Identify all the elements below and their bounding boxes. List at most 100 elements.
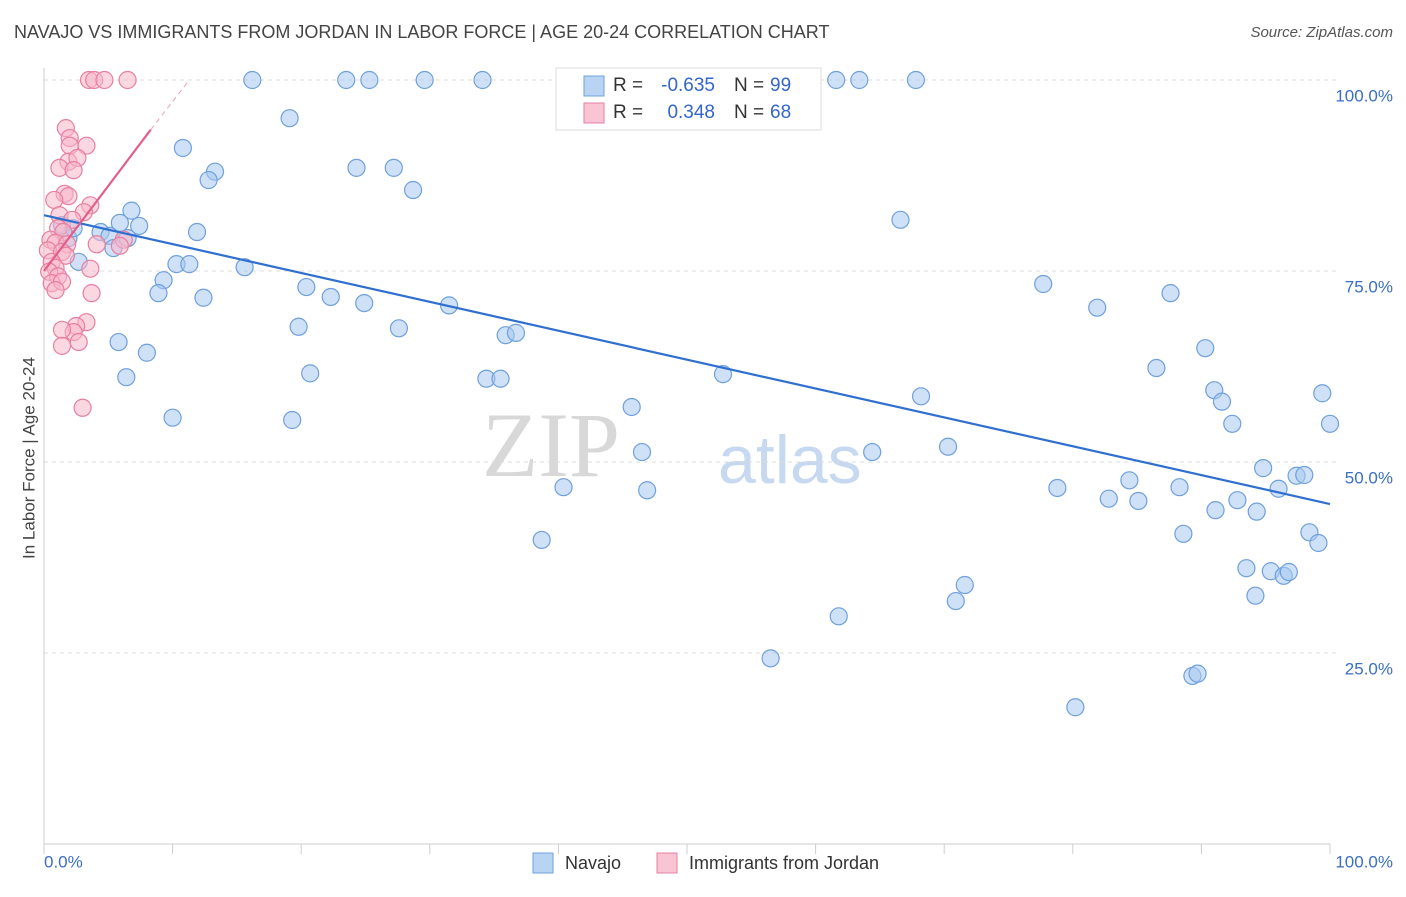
- point: [110, 236, 129, 255]
- point: [1254, 459, 1273, 478]
- point: [52, 336, 72, 355]
- point: [1170, 478, 1189, 497]
- point: [109, 332, 128, 352]
- point: [1309, 533, 1328, 553]
- y-tick-label: 100.0%: [1335, 86, 1393, 105]
- point: [289, 317, 308, 336]
- point: [180, 255, 199, 274]
- point: [1147, 358, 1166, 378]
- point: [473, 70, 492, 90]
- point: [1099, 489, 1118, 508]
- point: [911, 387, 931, 406]
- point: [622, 397, 641, 417]
- point: [130, 216, 149, 236]
- x-tick-label: 0.0%: [44, 852, 83, 871]
- trend-line: [150, 79, 190, 130]
- point: [491, 369, 510, 388]
- legend-swatch: [583, 75, 605, 97]
- point: [1279, 562, 1298, 582]
- r-value: 0.348: [667, 102, 715, 123]
- source: Source: ZipAtlas.com: [1250, 24, 1393, 41]
- point: [1247, 502, 1266, 521]
- point: [347, 158, 366, 177]
- point: [173, 138, 192, 158]
- point: [46, 281, 65, 300]
- n-value: 68: [770, 102, 791, 123]
- series: [38, 70, 137, 417]
- legend-label: Navajo: [565, 853, 621, 873]
- point: [95, 70, 114, 90]
- watermark: ZIP: [482, 394, 620, 496]
- r-label: R =: [613, 75, 643, 96]
- point: [360, 70, 379, 90]
- y-tick-label: 75.0%: [1345, 277, 1393, 296]
- point: [1034, 274, 1053, 294]
- n-label: N =: [734, 102, 764, 123]
- point: [955, 575, 974, 595]
- point: [137, 343, 156, 362]
- point: [73, 398, 92, 417]
- n-value: 99: [770, 75, 791, 96]
- point: [863, 442, 882, 462]
- point: [1320, 414, 1340, 433]
- legend-swatch: [656, 852, 678, 874]
- point: [1066, 698, 1085, 717]
- y-tick-label: 50.0%: [1345, 468, 1393, 487]
- point: [938, 437, 958, 456]
- legend-swatch: [532, 852, 554, 874]
- point: [1120, 471, 1139, 490]
- point: [118, 70, 137, 90]
- point: [1237, 559, 1256, 578]
- point: [906, 70, 926, 90]
- point: [243, 70, 262, 90]
- point: [337, 70, 356, 90]
- point: [45, 190, 64, 210]
- point: [199, 170, 218, 190]
- point: [415, 70, 434, 90]
- point: [1048, 478, 1067, 498]
- point: [297, 277, 316, 297]
- point: [194, 288, 213, 307]
- point: [81, 259, 100, 278]
- point: [280, 109, 299, 128]
- point: [321, 287, 340, 307]
- point: [301, 364, 320, 383]
- point: [1212, 392, 1232, 411]
- point: [827, 70, 846, 90]
- point: [117, 368, 136, 387]
- trend-line: [43, 128, 152, 272]
- point: [946, 591, 965, 611]
- r-label: R =: [613, 102, 643, 123]
- point: [632, 442, 652, 462]
- point: [187, 222, 207, 242]
- point: [1246, 586, 1265, 605]
- point: [1088, 298, 1107, 317]
- point: [1228, 491, 1247, 510]
- point: [389, 319, 409, 338]
- point: [87, 235, 106, 254]
- point: [1129, 491, 1148, 511]
- point: [761, 649, 780, 668]
- chart-title: NAVAJO VS IMMIGRANTS FROM JORDAN IN LABO…: [14, 22, 829, 42]
- point: [1196, 339, 1215, 358]
- point: [1188, 664, 1207, 683]
- point: [1223, 414, 1242, 433]
- point: [713, 365, 733, 384]
- watermark: atlas: [718, 422, 862, 498]
- point: [891, 210, 910, 229]
- point: [829, 607, 848, 626]
- y-axis-label: In Labor Force | Age 20-24: [19, 357, 38, 559]
- point: [149, 284, 168, 303]
- point: [638, 481, 657, 500]
- point: [122, 201, 141, 220]
- point: [1313, 384, 1332, 403]
- point: [384, 158, 403, 177]
- point: [52, 320, 72, 339]
- point: [1206, 501, 1225, 520]
- legend-swatch: [583, 102, 605, 124]
- point: [850, 70, 869, 90]
- trend-line: [43, 214, 1331, 506]
- point: [506, 323, 526, 342]
